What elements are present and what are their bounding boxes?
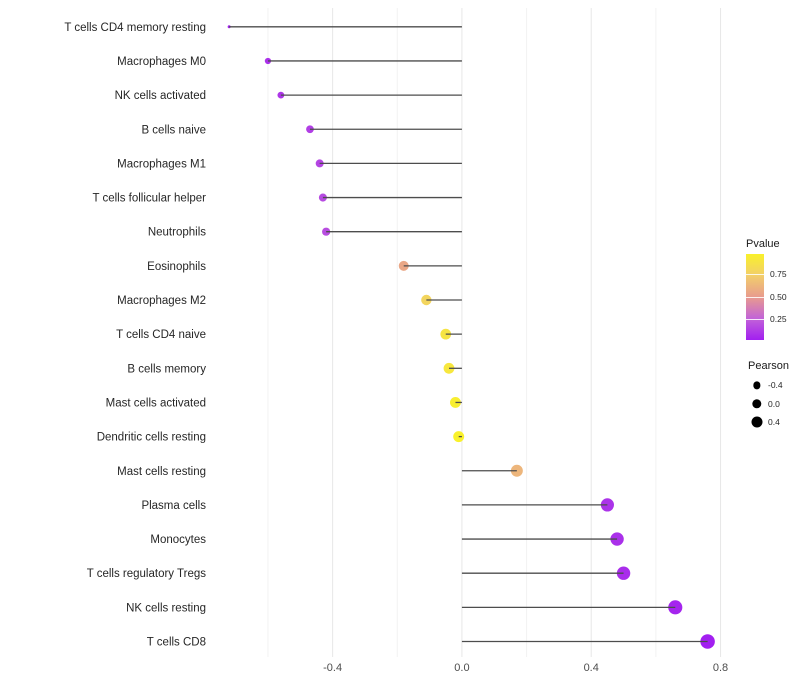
category-label: T cells CD4 naive xyxy=(116,329,206,341)
pearson-size-key-label: -0.4 xyxy=(768,380,783,391)
category-label: B cells memory xyxy=(127,363,206,375)
category-label: Neutrophils xyxy=(148,227,206,239)
pearson-size-key-dot xyxy=(752,381,761,389)
category-label: NK cells activated xyxy=(115,90,206,102)
category-label: Macrophages M2 xyxy=(117,295,206,307)
pvalue-colorbar xyxy=(746,254,764,340)
category-label: Monocytes xyxy=(150,534,206,546)
category-label: Mast cells resting xyxy=(117,466,206,478)
x-tick-label: -0.4 xyxy=(323,662,342,674)
colorbar-tick-mark xyxy=(746,296,764,298)
x-tick-label: 0.0 xyxy=(454,662,469,674)
colorbar-tick-mark xyxy=(746,273,764,275)
pearson-size-key-dot xyxy=(751,398,762,409)
category-label: Macrophages M1 xyxy=(117,158,206,170)
category-label: Dendritic cells resting xyxy=(97,432,206,444)
pearson-size-key-dot xyxy=(751,416,762,427)
category-label: T cells follicular helper xyxy=(92,193,206,205)
pearson-size-key-label: 0.4 xyxy=(768,416,780,427)
x-tick-label: 0.8 xyxy=(713,662,728,674)
category-label: T cells regulatory Tregs xyxy=(87,568,207,580)
category-label: T cells CD8 xyxy=(147,637,206,649)
category-label: B cells naive xyxy=(141,124,206,136)
colorbar-tick-mark xyxy=(746,319,764,321)
category-label: Plasma cells xyxy=(141,500,206,512)
category-label: T cells CD4 memory resting xyxy=(64,22,206,34)
pearson-size-key-label: 0.0 xyxy=(768,398,780,409)
colorbar-tick-label: 0.25 xyxy=(770,314,787,325)
pearson-legend-title: Pearson xyxy=(748,360,789,372)
category-label: Mast cells activated xyxy=(106,397,206,409)
category-label: Macrophages M0 xyxy=(117,56,206,68)
colorbar-tick-label: 0.50 xyxy=(770,291,787,302)
category-label: NK cells resting xyxy=(126,602,206,614)
colorbar-tick-label: 0.75 xyxy=(770,268,787,279)
x-tick-label: 0.4 xyxy=(584,662,599,674)
category-label: Eosinophils xyxy=(147,261,206,273)
pvalue-legend-title: Pvalue xyxy=(746,238,780,250)
